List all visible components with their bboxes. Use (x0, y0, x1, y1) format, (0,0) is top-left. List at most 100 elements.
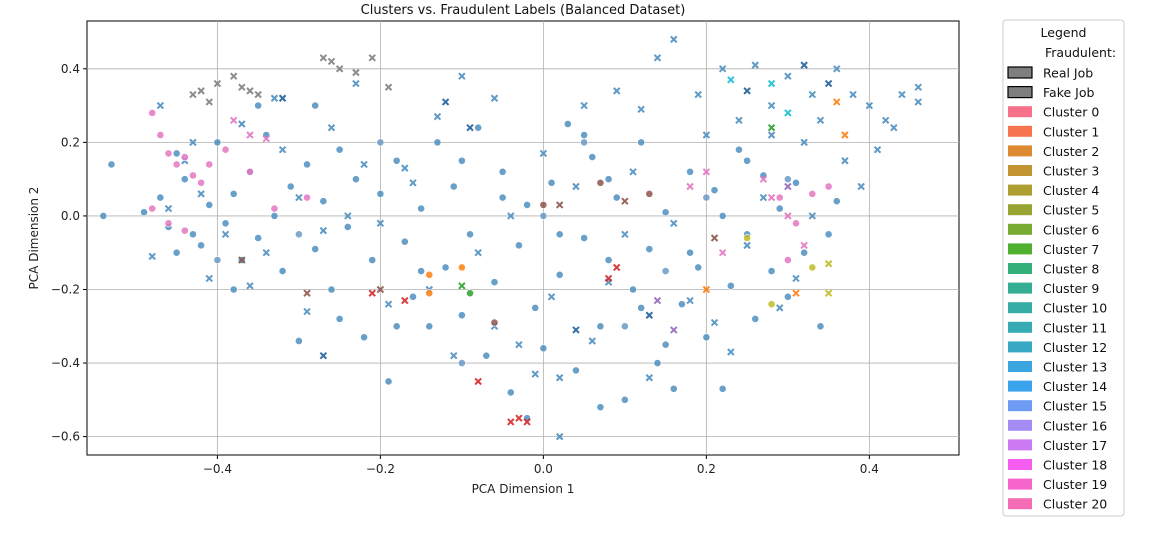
data-point-real (107, 160, 116, 169)
data-point-real (800, 248, 809, 257)
legend-entry-label: Cluster 9 (1043, 281, 1099, 296)
data-point-fake (360, 160, 368, 169)
data-point-fake (743, 241, 751, 250)
data-point-fake (670, 35, 678, 44)
data-point-fake (784, 72, 792, 80)
data-point-real (792, 178, 800, 187)
data-point-real (229, 189, 238, 198)
data-point-fake (344, 212, 352, 220)
data-point-fake (555, 374, 564, 382)
legend-entry-label: Cluster 6 (1043, 222, 1099, 237)
data-point-fake (849, 90, 857, 99)
data-point-fake (759, 193, 768, 202)
data-point-real (808, 189, 817, 198)
data-point-fake (637, 105, 645, 113)
data-point-fake (384, 83, 393, 91)
data-point-real (596, 403, 605, 412)
data-point-real (189, 230, 197, 239)
legend-swatch-cluster (1008, 184, 1032, 196)
data-point-real (140, 208, 148, 217)
data-point-fake (784, 182, 792, 191)
data-point-real (156, 131, 165, 139)
y-tick-label: 0.2 (61, 135, 80, 149)
data-point-fake (368, 289, 376, 297)
data-point-real (653, 359, 662, 367)
data-point-fake (833, 65, 841, 73)
data-point-real (555, 270, 564, 279)
data-point-real (620, 395, 629, 404)
data-point-real (661, 340, 670, 349)
data-point-fake (270, 94, 279, 102)
data-point-real (156, 193, 165, 202)
data-point-real (457, 311, 466, 320)
data-point-real (783, 292, 792, 301)
legend-swatch-cluster (1008, 321, 1032, 333)
data-point-real (637, 138, 646, 147)
data-point-fake (197, 190, 205, 198)
data-point-real (270, 212, 279, 220)
data-point-real (148, 109, 157, 117)
legend-swatch-cluster (1008, 243, 1032, 255)
data-point-real (661, 267, 670, 276)
data-point-real (498, 193, 507, 202)
legend-swatch-cluster (1008, 223, 1032, 235)
data-point-fake (246, 87, 254, 95)
legend-entry-label: Fake Job (1043, 85, 1094, 100)
data-point-real (172, 248, 181, 257)
data-point-real (180, 226, 189, 235)
data-point-real (213, 256, 222, 264)
data-point-real (490, 318, 499, 327)
data-point-real (180, 153, 189, 161)
legend-swatch-cluster (1008, 106, 1032, 118)
data-point-fake (458, 72, 466, 80)
data-point-real (523, 200, 531, 209)
data-point-real (490, 278, 499, 287)
data-point-real (229, 285, 238, 294)
data-point-real (808, 263, 817, 272)
legend-swatch-cluster (1008, 498, 1032, 510)
legend-entry-label: Cluster 11 (1043, 320, 1107, 335)
data-point-real (775, 204, 784, 213)
data-point-real (661, 208, 670, 217)
legend-swatch-cluster (1008, 125, 1032, 137)
data-point-real (352, 175, 360, 184)
data-point-fake (653, 296, 662, 305)
data-point-real (466, 230, 474, 239)
data-point-fake (767, 193, 776, 202)
legend-swatch-cluster (1008, 165, 1032, 176)
data-point-fake (702, 168, 711, 176)
data-point-real (539, 200, 548, 209)
data-point-fake (352, 68, 360, 77)
data-point-fake (229, 116, 238, 125)
legend-entry-label: Cluster 2 (1043, 144, 1099, 159)
legend-box (1002, 19, 1125, 517)
data-point-real (311, 245, 320, 253)
x-tick-label: 0.4 (860, 462, 879, 476)
data-point-fake (727, 76, 735, 84)
data-point-fake (164, 204, 173, 213)
data-point-fake (376, 285, 385, 294)
data-point-fake (686, 182, 694, 191)
legend-entry-label: Cluster 17 (1043, 438, 1107, 453)
legend-entry-label: Cluster 0 (1043, 105, 1099, 120)
data-point-fake (531, 370, 539, 378)
data-point-fake (800, 138, 808, 147)
data-point-real (645, 189, 654, 198)
data-point-fake (441, 98, 450, 106)
data-point-real (205, 200, 214, 209)
plot-area-frame (86, 20, 960, 456)
legend-swatch-cluster (1008, 419, 1032, 431)
legend-title: Legend (1041, 25, 1087, 40)
data-point-real (775, 193, 784, 202)
data-point-real (572, 366, 580, 375)
data-point-real (409, 292, 417, 301)
data-point-fake (670, 326, 678, 334)
data-point-fake (262, 249, 270, 257)
data-point-real (718, 384, 727, 393)
data-point-fake (474, 249, 482, 257)
data-point-real (726, 281, 735, 290)
data-point-fake (507, 212, 515, 220)
data-point-fake (515, 414, 523, 422)
data-point-real (580, 138, 589, 147)
data-point-fake (458, 282, 466, 290)
